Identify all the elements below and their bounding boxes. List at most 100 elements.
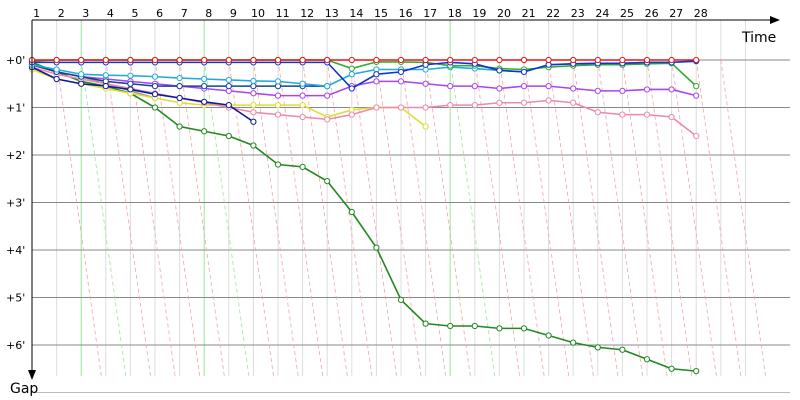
y-tick-label: +4' [6,244,25,257]
data-point [201,56,208,64]
lap-diagonal-lines [56,59,767,379]
data-point [496,99,503,106]
data-point [471,56,478,64]
data-point [643,86,651,93]
series-line [31,66,254,123]
horizontal-gridlines [32,59,790,393]
data-point [250,77,257,85]
x-tick-label: 4 [107,7,114,20]
data-point [520,56,528,64]
data-point [324,116,331,123]
y-axis-arrow [28,370,36,380]
data-point [151,56,159,64]
x-tick-label: 26 [645,7,659,20]
data-point [299,163,306,170]
x-tick-label: 10 [251,7,265,20]
x-tick-label: 2 [58,7,65,20]
data-point [447,322,454,330]
data-point [299,56,306,64]
data-point [422,56,429,64]
x-tick-label: 9 [230,7,237,20]
data-point [471,102,478,109]
data-point [348,65,355,72]
x-tick-label: 8 [205,7,212,20]
data-point [176,123,183,130]
x-tick-label: 24 [595,7,609,20]
y-axis-title: Gap [10,381,38,397]
lap-diagonal [622,59,668,379]
data-point [520,68,528,75]
data-point [274,111,282,118]
lap-diagonal [154,59,201,379]
x-axis-title: Time [741,30,776,46]
data-point [348,71,355,78]
data-point [53,75,60,83]
data-point [102,72,109,79]
data-point [102,56,109,64]
data-point [201,75,208,83]
x-tick-label: 5 [132,7,139,20]
y-tick-label: +0' [6,54,25,67]
data-point [225,83,232,90]
series-line [32,60,697,90]
lap-diagonal [646,59,693,379]
data-point [619,111,626,118]
data-point [545,97,552,104]
data-point [250,102,257,109]
data-point [201,83,208,90]
lap-diagonal [56,59,102,379]
data-point [78,80,85,87]
lap-diagonal [376,59,422,379]
lap-diagonal [720,59,767,379]
data-point [594,56,601,64]
data-point [570,56,577,64]
x-tick-label: 22 [546,7,560,20]
data-point [447,56,454,64]
data-point [693,368,700,375]
x-tick-label: 16 [399,7,413,20]
y-tick-label: +3' [6,197,25,210]
lap-diagonal [105,59,152,379]
data-point [78,71,85,78]
lap-diagonal [597,59,644,379]
lap-diagonal [351,59,398,379]
x-tick-label: 11 [276,7,290,20]
lap-diagonal [425,59,471,379]
data-point [274,92,282,99]
x-tick-label: 6 [156,7,163,20]
lap-diagonal [523,59,570,379]
data-point [176,74,183,82]
lap-diagonal [228,59,275,379]
data-point [127,86,134,93]
lap-diagonal [253,59,299,379]
data-point [201,98,208,105]
data-point [348,208,355,216]
lap-diagonal [302,59,348,379]
data-point [348,111,355,118]
lap-diagonal [474,59,521,379]
lap-diagonal [203,59,250,379]
data-point [176,94,183,102]
series-lines [28,56,700,375]
data-point [373,104,380,111]
y-tick-label: +2' [6,149,25,162]
data-point [151,73,159,80]
data-point [299,80,306,87]
data-point [397,78,405,85]
data-point [693,132,700,140]
data-point [693,92,700,99]
data-point [176,83,183,90]
lap-diagonal [695,59,742,379]
data-point [496,325,503,332]
data-point [176,56,183,64]
axes [28,16,780,380]
data-point [324,178,331,185]
data-point [643,56,651,64]
data-point [127,56,134,64]
data-point [348,56,355,64]
data-point [570,99,577,106]
lap-diagonal [80,59,127,379]
data-point [520,99,528,106]
data-point [397,296,405,303]
data-point [422,104,429,111]
